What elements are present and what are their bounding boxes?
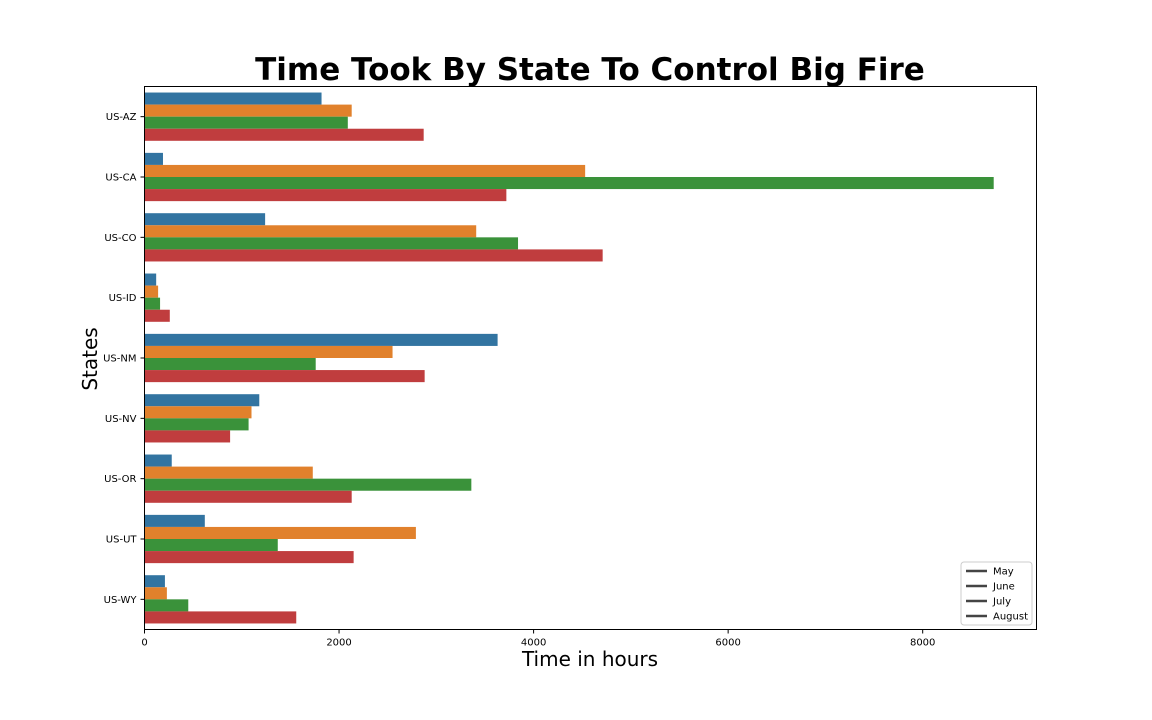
bar-us-ca-august [144,189,507,202]
x-axis-label: Time in hours [521,647,658,671]
bar-us-ut-july [144,539,278,552]
bars-group [144,92,994,624]
y-tick-label: US-WY [104,595,138,606]
bar-us-nm-august [144,370,425,383]
bar-us-ut-august [144,551,354,564]
x-tick-label: 2000 [326,638,351,649]
bar-us-or-july [144,478,472,491]
bar-us-ut-may [144,514,205,527]
bar-us-or-june [144,466,313,479]
legend: May June July August [960,561,1033,626]
x-tick-label: 4000 [521,638,546,649]
bar-us-or-may [144,454,172,467]
bar-us-nm-june [144,345,393,358]
y-tick-label: US-CO [104,233,136,244]
legend-box [960,561,1033,626]
x-ticks: 0 2000 4000 6000 8000 [141,629,935,649]
y-tick-label: US-NV [105,414,137,425]
bar-us-nv-july [144,418,249,431]
bar-us-ca-may [144,152,163,165]
y-tick-label: US-OR [104,474,136,485]
bar-us-co-july [144,237,519,250]
bar-us-ca-july [144,177,994,190]
bar-us-wy-may [144,575,165,588]
y-tick-label: US-UT [106,535,138,546]
x-tick-label: 6000 [715,638,740,649]
bar-us-az-august [144,128,424,141]
y-tick-label: US-ID [109,293,137,304]
bar-us-nv-june [144,406,252,419]
y-axis-label: States [78,327,102,390]
bar-us-nv-may [144,394,260,407]
bar-us-id-june [144,285,159,298]
y-tick-label: US-NM [103,354,136,365]
bar-us-co-june [144,225,477,238]
bar-us-nm-july [144,358,316,371]
bar-us-wy-july [144,599,189,612]
y-tick-label: US-AZ [106,112,137,123]
bar-us-az-may [144,92,322,105]
legend-label: June [992,582,1015,593]
bar-us-wy-august [144,611,297,624]
bar-us-ut-june [144,526,416,539]
bar-us-nm-may [144,333,498,346]
x-tick-label: 8000 [910,638,935,649]
legend-label: August [993,612,1028,623]
bar-us-id-july [144,297,161,310]
bar-us-az-july [144,116,348,129]
y-ticks: US-AZ US-CA US-CO US-ID US-NM US-NV US-OR US-UT… [103,112,145,606]
legend-label: May [993,567,1014,578]
bar-us-wy-june [144,587,167,600]
bar-us-co-august [144,249,603,262]
legend-label: July [992,597,1011,608]
bar-us-ca-june [144,164,586,177]
bar-us-id-may [144,273,157,286]
bar-us-or-august [144,490,352,503]
bar-us-nv-august [144,430,231,443]
bar-us-az-june [144,104,352,117]
chart-title: Time Took By State To Control Big Fire [255,52,925,88]
x-tick-label: 0 [141,638,147,649]
bar-us-co-may [144,213,266,226]
bar-us-id-august [144,309,170,322]
y-tick-label: US-CA [105,173,136,184]
